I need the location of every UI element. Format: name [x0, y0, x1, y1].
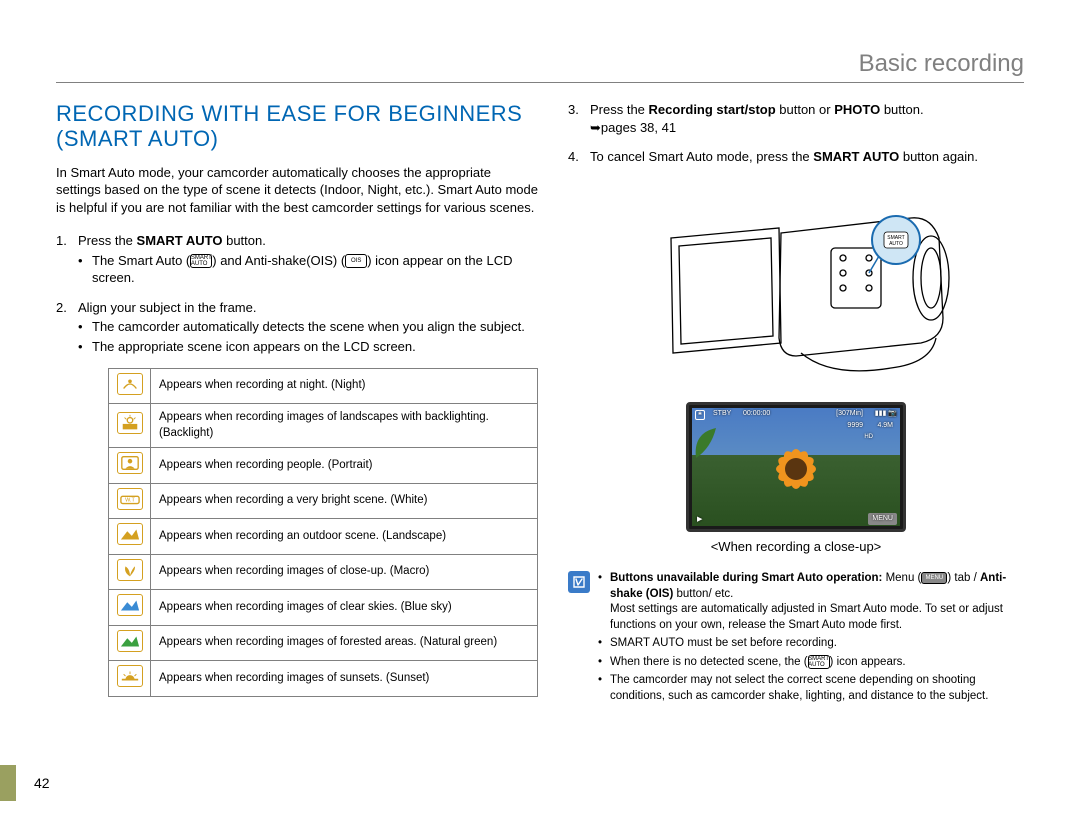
- scene-desc: Appears when recording images of clear s…: [151, 590, 538, 626]
- osd-res: 4.9M: [877, 421, 893, 430]
- step4-pre: To cancel Smart Auto mode, press the: [590, 149, 813, 164]
- note1-t2: ) tab /: [947, 572, 980, 584]
- scene-icon-table: Appears when recording at night. (Night)…: [108, 368, 538, 697]
- scene-icon: [117, 630, 143, 652]
- ois-icon: OIS: [345, 254, 367, 268]
- step1-bold: SMART AUTO: [137, 233, 223, 248]
- note-2: SMART AUTO must be set before recording.: [598, 636, 1024, 652]
- scene-desc: Appears when recording people. (Portrait…: [151, 448, 538, 484]
- step-3: Press the Recording start/stop button or…: [568, 101, 1024, 136]
- step3-mid: button or: [776, 102, 835, 117]
- scene-icon-cell: [109, 661, 151, 697]
- scene-icon: W.T: [117, 488, 143, 510]
- note3-pre: When there is no detected scene, the (: [610, 656, 808, 668]
- step1-sub: The Smart Auto (SMART AUTO) and Anti-sha…: [78, 252, 538, 287]
- step-1: Press the SMART AUTO button. The Smart A…: [56, 232, 538, 287]
- scene-icon: [117, 559, 143, 581]
- table-row: Appears when recording images of sunsets…: [109, 661, 538, 697]
- step1-post: button.: [222, 233, 265, 248]
- note3-post: ) icon appears.: [830, 656, 906, 668]
- note-1: Buttons unavailable during Smart Auto op…: [598, 571, 1024, 633]
- scene-icon-cell: [109, 448, 151, 484]
- osd-count: 9999: [847, 421, 863, 430]
- table-row: Appears when recording images of clear s…: [109, 590, 538, 626]
- menu-pill-icon: MENU: [921, 572, 947, 584]
- note1-t3: button/ etc.: [673, 588, 733, 600]
- scene-icon-cell: [109, 368, 151, 404]
- table-row: Appears when recording images of landsca…: [109, 404, 538, 448]
- step2-text: Align your subject in the frame.: [78, 300, 256, 315]
- scene-desc: Appears when recording images of close-u…: [151, 554, 538, 590]
- left-column: RECORDING WITH EASE FOR BEGINNERS (SMART…: [56, 101, 538, 707]
- osd-menu: MENU: [868, 513, 897, 524]
- page-ref-arrow: ➥: [590, 120, 601, 135]
- section-title-line1: RECORDING WITH EASE FOR BEGINNERS: [56, 101, 522, 126]
- intro-paragraph: In Smart Auto mode, your camcorder autom…: [56, 164, 538, 217]
- table-row: Appears when recording at night. (Night): [109, 368, 538, 404]
- scene-icon-cell: [109, 625, 151, 661]
- page-number: 42: [34, 775, 50, 791]
- scene-icon-cell: [109, 554, 151, 590]
- lcd-screenshot: ❀ STBY 00:00:00 [307Min] ▮▮▮ 📷 9999 4.9M…: [686, 402, 906, 532]
- note1-line2: Most settings are automatically adjusted…: [610, 603, 1003, 631]
- scene-desc: Appears when recording images of sunsets…: [151, 661, 538, 697]
- scene-icon: [117, 412, 143, 434]
- note-3: When there is no detected scene, the (SM…: [598, 655, 1024, 671]
- step2-sub2: The appropriate scene icon appears on th…: [78, 338, 538, 356]
- scene-desc: Appears when recording images of foreste…: [151, 625, 538, 661]
- step3-b1: Recording start/stop: [649, 102, 776, 117]
- step3-b2: PHOTO: [834, 102, 880, 117]
- note1-t1: Menu (: [882, 572, 921, 584]
- table-row: W.T Appears when recording a very bright …: [109, 483, 538, 519]
- step-2: Align your subject in the frame. The cam…: [56, 299, 538, 356]
- note-4: The camcorder may not select the correct…: [598, 673, 1024, 704]
- scene-desc: Appears when recording a very bright sce…: [151, 483, 538, 519]
- step3-post: button.: [880, 102, 923, 117]
- smart-auto-icon: SMART AUTO: [190, 254, 212, 268]
- scene-icon: [117, 452, 143, 474]
- scene-desc: Appears when recording images of landsca…: [151, 404, 538, 448]
- scene-icon-cell: [109, 519, 151, 555]
- scene-icon: [117, 594, 143, 616]
- lcd-caption: <When recording a close-up>: [568, 538, 1024, 556]
- osd-stby: STBY: [713, 409, 731, 418]
- scene-icon: [117, 665, 143, 687]
- step1-sub-mid: ) and Anti-shake(OIS) (: [212, 253, 345, 268]
- step2-sub1: The camcorder automatically detects the …: [78, 318, 538, 336]
- scene-icon-cell: [109, 404, 151, 448]
- section-title-line2: (SMART AUTO): [56, 126, 218, 151]
- step-4: To cancel Smart Auto mode, press the SMA…: [568, 148, 1024, 166]
- camcorder-illustration: SMART AUTO: [631, 178, 961, 388]
- section-title: RECORDING WITH EASE FOR BEGINNERS (SMART…: [56, 101, 538, 152]
- table-row: Appears when recording an outdoor scene.…: [109, 519, 538, 555]
- scene-icon-cell: W.T: [109, 483, 151, 519]
- scene-desc: Appears when recording an outdoor scene.…: [151, 519, 538, 555]
- table-row: Appears when recording images of close-u…: [109, 554, 538, 590]
- right-column: Press the Recording start/stop button or…: [568, 101, 1024, 707]
- osd-remain: [307Min]: [836, 409, 863, 418]
- svg-text:W.T: W.T: [125, 497, 135, 503]
- step4-post: button again.: [899, 149, 978, 164]
- scene-desc: Appears when recording at night. (Night): [151, 368, 538, 404]
- step1-pre: Press the: [78, 233, 137, 248]
- osd-time: 00:00:00: [743, 409, 770, 418]
- table-row: Appears when recording people. (Portrait…: [109, 448, 538, 484]
- step1-sub-pre: The Smart Auto (: [92, 253, 190, 268]
- note-icon: [568, 571, 590, 593]
- note1-b1: Buttons unavailable during Smart Auto op…: [610, 572, 882, 584]
- step3-pages: pages 38, 41: [601, 120, 676, 135]
- step4-bold: SMART AUTO: [813, 149, 899, 164]
- scene-icon: [117, 523, 143, 545]
- step3-pre: Press the: [590, 102, 649, 117]
- scene-icon: [117, 373, 143, 395]
- chapter-title: Basic recording: [859, 50, 1024, 78]
- smart-auto-icon-small: SMART AUTO: [808, 655, 830, 669]
- svg-text:AUTO: AUTO: [889, 241, 903, 247]
- note-block: Buttons unavailable during Smart Auto op…: [568, 571, 1024, 707]
- scene-icon-cell: [109, 590, 151, 626]
- table-row: Appears when recording images of foreste…: [109, 625, 538, 661]
